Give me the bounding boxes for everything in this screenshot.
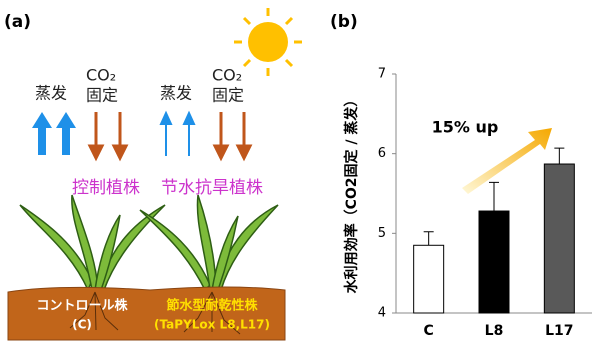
co2-label: CO₂	[212, 66, 242, 85]
y-axis-title: 水利用効率（CO2固定 / 蒸发）	[343, 93, 360, 294]
x-tick-label: C	[424, 323, 434, 339]
bar	[478, 210, 510, 314]
soil-label: 節水型耐乾性株	[166, 298, 258, 314]
soil-label: (TaPYLox L8,L17)	[154, 318, 270, 332]
error-bar	[423, 231, 434, 246]
soil-label: コントロール株	[36, 298, 128, 314]
roots	[69, 291, 241, 335]
x-tick-label: L17	[545, 323, 573, 339]
plant-label: 控制植株	[72, 178, 140, 198]
arrows	[32, 110, 253, 162]
plant-label: 节水抗旱植株	[161, 178, 263, 198]
evaporation-label: 蒸发	[160, 84, 192, 103]
y-tick-label: 7	[378, 67, 386, 82]
bar	[413, 244, 445, 314]
soil	[7, 286, 286, 341]
panel-label: (a)	[4, 12, 31, 32]
y-tick-label: 5	[378, 226, 386, 241]
y-tick-label: 6	[378, 146, 386, 161]
y-tick-label: 4	[378, 306, 386, 321]
fixation-label: 固定	[212, 86, 244, 105]
error-bar	[489, 181, 499, 212]
plants	[19, 194, 279, 292]
soil-label: (C)	[72, 318, 92, 332]
panel-label: (b)	[330, 12, 358, 32]
co2-label: CO₂	[86, 66, 116, 85]
annotation: 15% up	[432, 118, 499, 137]
bar	[543, 163, 575, 314]
evaporation-label: 蒸发	[35, 84, 67, 103]
x-tick-label: L8	[485, 323, 504, 339]
error-bar	[554, 147, 565, 165]
sun	[234, 8, 302, 76]
trend-arrow	[462, 128, 552, 194]
fixation-label: 固定	[86, 86, 118, 105]
